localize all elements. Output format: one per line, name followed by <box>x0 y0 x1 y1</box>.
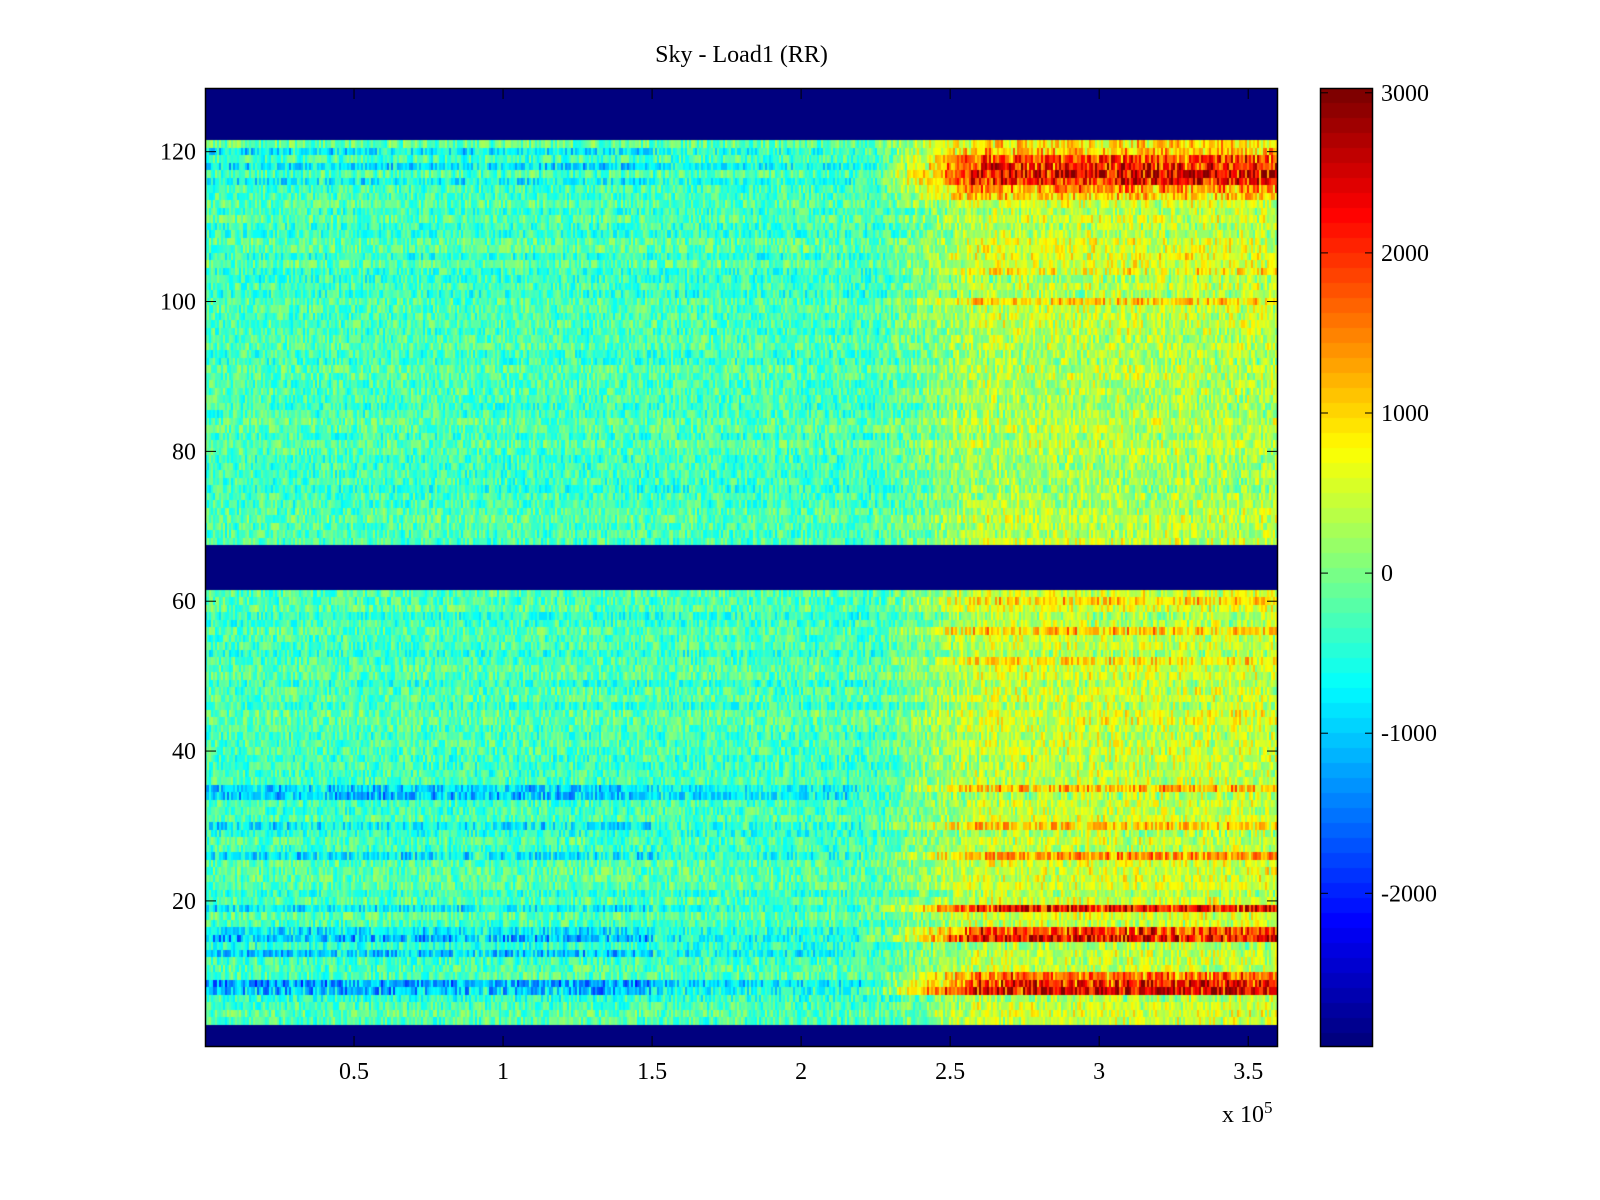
colorbar-tick-label: 0 <box>1381 561 1393 587</box>
heatmap-cells <box>205 88 1278 1047</box>
colorbar-gradient <box>1320 88 1373 1047</box>
x-multiplier-exponent: 5 <box>1264 1098 1273 1117</box>
x-tick-label: 3.5 <box>1233 1059 1263 1085</box>
x-tick-label: 2.5 <box>935 1059 965 1085</box>
y-tick-label: 60 <box>172 589 196 615</box>
x-axis-multiplier: x 105 <box>1222 1098 1273 1129</box>
x-tick-label: 2 <box>795 1059 807 1085</box>
x-tick-label: 1.5 <box>637 1059 667 1085</box>
heatmap-plot-area: 0.5 1 1.5 2 2.5 3 3.5 20 40 60 80 100 120 <box>160 87 1279 1085</box>
x-tick-label: 0.5 <box>339 1059 369 1085</box>
colorbar-tick-label: 1000 <box>1381 401 1429 427</box>
colorbar-tick-label: -1000 <box>1381 721 1437 747</box>
colorbar-tick-label: -2000 <box>1381 881 1437 907</box>
colorbar: 3000 2000 1000 0 -1000 -2000 <box>1319 81 1437 1048</box>
y-tick-label: 20 <box>172 889 196 915</box>
x-multiplier-base: x 10 <box>1222 1102 1264 1128</box>
x-tick-label: 3 <box>1093 1059 1105 1085</box>
colorbar-tick-label: 2000 <box>1381 241 1429 267</box>
y-tick-label: 40 <box>172 739 196 765</box>
colorbar-frame <box>1319 87 1374 1048</box>
y-tick-label: 80 <box>172 439 196 465</box>
plot-frame <box>204 87 1279 1048</box>
chart-title: Sky - Load1 (RR) <box>655 42 828 68</box>
colorbar-axes: 3000 2000 1000 0 -1000 -2000 <box>1319 81 1437 1048</box>
plot-axes: 0.5 1 1.5 2 2.5 3 3.5 20 40 60 80 100 120 <box>160 87 1279 1085</box>
colorbar-tick-label: 3000 <box>1381 81 1429 107</box>
y-tick-label: 120 <box>160 140 196 166</box>
x-tick-label: 1 <box>497 1059 509 1085</box>
y-tick-label: 100 <box>160 290 196 316</box>
